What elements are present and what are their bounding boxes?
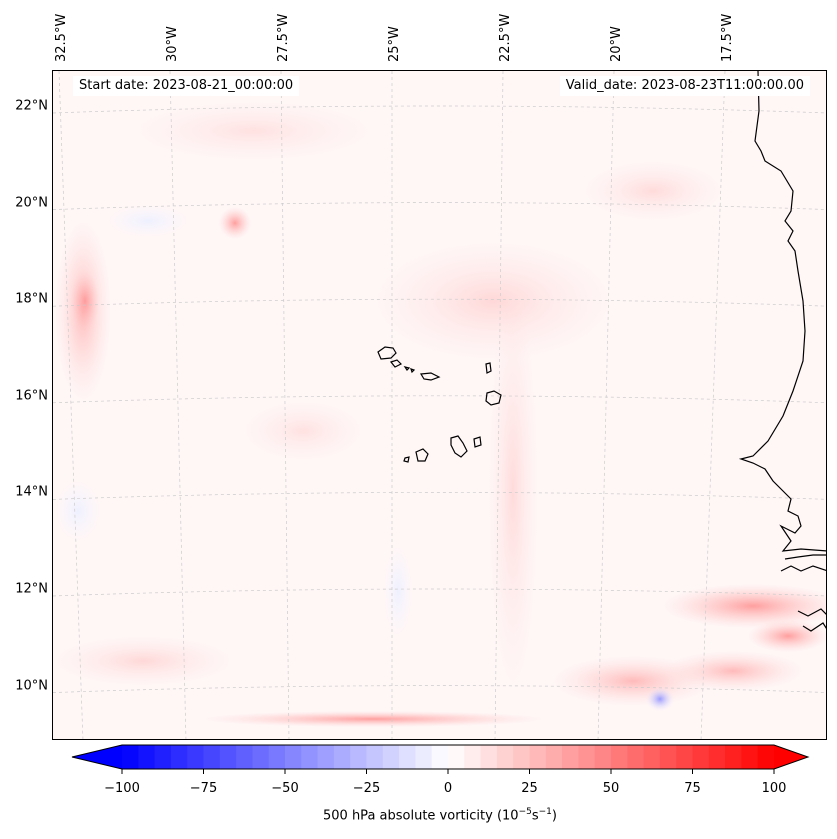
colorbar-segment	[708, 745, 726, 769]
start-date-label: Start date: 2023-08-21_00:00:00	[73, 76, 300, 96]
latitude-gridline	[53, 588, 826, 597]
colorbar-segment	[382, 745, 400, 769]
latitude-gridline	[53, 202, 826, 210]
colorbar-segment	[333, 745, 351, 769]
colorbar-segment	[627, 745, 645, 769]
colorbar-tick-label: −50	[271, 781, 299, 796]
colorbar-segment	[757, 745, 775, 769]
longitude-gridline	[700, 71, 726, 739]
longitude-label: 32.5°W	[54, 13, 69, 62]
colorbar-segment	[529, 745, 547, 769]
longitude-gridline	[58, 71, 84, 739]
colorbar-segment	[236, 745, 253, 769]
latitude-gridline	[53, 685, 826, 693]
colorbar-segment	[659, 745, 677, 769]
colorbar-outline	[71, 744, 810, 770]
colorbar-segment	[464, 745, 482, 769]
latitude-label: 16°N	[15, 388, 48, 404]
colorbar-segment	[366, 745, 384, 769]
colorbar-ticks	[121, 769, 775, 774]
colorbar-segment	[138, 745, 156, 769]
colorbar-segment	[285, 745, 302, 769]
colorbar-tick-label: 0	[443, 781, 453, 796]
latitude-gridline	[53, 395, 826, 404]
graticule	[53, 71, 826, 739]
colorbar-segment	[643, 745, 661, 769]
colorbar-segments	[122, 745, 775, 769]
colorbar-high-extension	[774, 745, 808, 769]
colorbar-segment	[399, 745, 416, 769]
latitude-gridline	[53, 492, 826, 500]
latitude-gridline	[53, 105, 826, 114]
colorbar-segment	[578, 745, 596, 769]
latitude-label: 18°N	[15, 291, 48, 307]
colorbar-segment	[594, 745, 612, 769]
longitude-gridline	[169, 71, 187, 739]
longitude-gridline	[494, 71, 504, 739]
colorbar-segment	[252, 745, 270, 769]
colorbar-segment	[431, 745, 449, 769]
longitude-gridline	[597, 71, 615, 739]
colorbar-segment	[301, 745, 319, 769]
colorbar-segment	[692, 745, 710, 769]
colorbar-tick-label: −100	[104, 781, 140, 796]
colorbar-segment	[122, 745, 139, 769]
longitude-gridline	[280, 71, 290, 739]
colorbar-tick-label: −25	[352, 781, 381, 796]
longitude-label: 25°W	[387, 26, 402, 62]
colorbar-segment	[187, 745, 204, 769]
colorbar-segment	[562, 745, 579, 769]
colorbar-segment	[611, 745, 628, 769]
longitude-label: 30°W	[165, 26, 180, 62]
valid-date-label: Valid_date: 2023-08-23T11:00:00.00	[559, 76, 810, 96]
colorbar-segment	[741, 745, 759, 769]
colorbar-tick-label: −75	[189, 781, 218, 796]
colorbar	[71, 744, 810, 774]
colorbar-segment	[545, 745, 563, 769]
vorticity-field	[53, 101, 826, 727]
longitude-label: 20°W	[609, 26, 624, 62]
colorbar-tick-label: 25	[521, 781, 538, 796]
longitude-label: 27.5°W	[276, 13, 291, 62]
latitude-gridline	[53, 298, 826, 307]
colorbar-tick-label: 50	[602, 781, 620, 796]
latitude-label: 14°N	[15, 484, 48, 500]
colorbar-tick-label: 75	[684, 781, 701, 796]
colorbar-segment	[415, 745, 433, 769]
colorbar-segment	[268, 745, 286, 769]
colorbar-segment	[219, 745, 237, 769]
longitude-label: 17.5°W	[720, 13, 735, 62]
vorticity-map	[53, 71, 826, 739]
colorbar-segment	[170, 745, 188, 769]
colorbar-segment	[350, 745, 367, 769]
colorbar-segment	[676, 745, 693, 769]
colorbar-segment	[448, 745, 465, 769]
colorbar-segment	[480, 745, 498, 769]
coastline	[377, 71, 826, 632]
colorbar-tick-label: 100	[761, 781, 787, 796]
latitude-label: 10°N	[15, 678, 48, 694]
longitude-label: 22.5°W	[498, 13, 513, 62]
latitude-label: 20°N	[15, 195, 48, 211]
colorbar-low-extension	[72, 745, 122, 769]
colorbar-segment	[203, 745, 221, 769]
latitude-label: 12°N	[15, 581, 48, 597]
colorbar-segment	[154, 745, 172, 769]
colorbar-segment	[496, 745, 514, 769]
colorbar-segment	[725, 745, 742, 769]
colorbar-label: 500 hPa absolute vorticity (10−5s−1)	[323, 807, 557, 824]
colorbar-segment	[317, 745, 335, 769]
map-panel	[52, 70, 827, 740]
latitude-label: 22°N	[15, 98, 48, 114]
colorbar-segment	[513, 745, 530, 769]
